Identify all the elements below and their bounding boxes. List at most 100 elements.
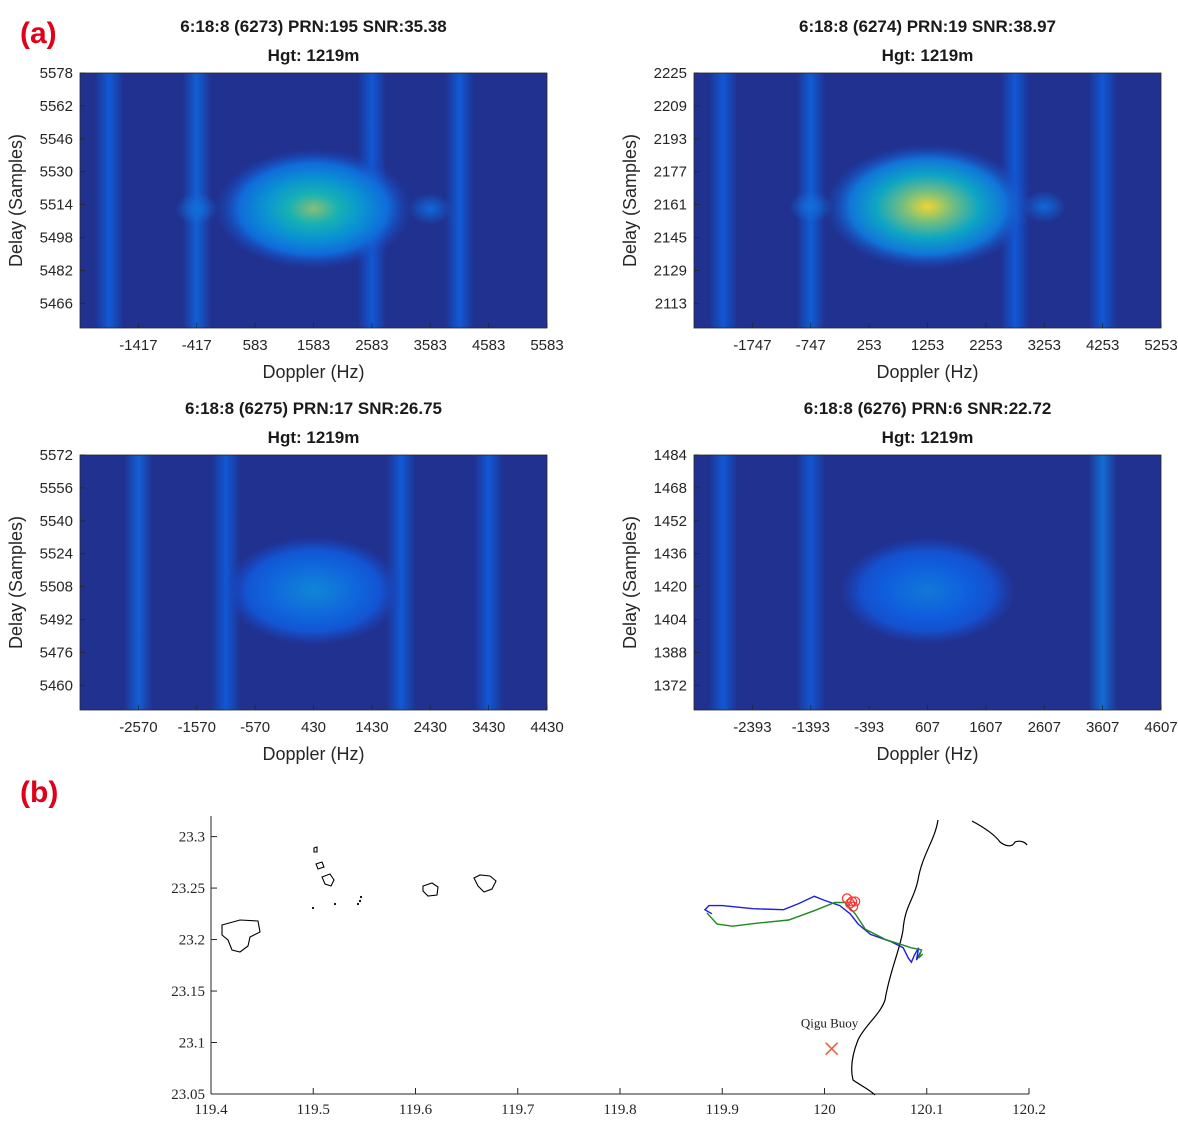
map-x-tick-label: 119.6 [399, 1102, 433, 1118]
island-outline [221, 919, 261, 953]
heatmap-title: 6:18:8 (6273) PRN:195 SNR:35.38 [180, 17, 446, 36]
x-tick-label: 2253 [969, 337, 1002, 354]
x-tick-label: -1417 [119, 337, 157, 354]
y-tick-label: 5460 [40, 677, 73, 694]
x-tick-label: -417 [182, 337, 212, 354]
y-tick-label: 5572 [40, 447, 73, 464]
sidelobe-blob [1022, 190, 1067, 223]
y-axis-label: Delay (Samples) [6, 516, 26, 649]
map-y-tick-label: 23.3 [179, 830, 205, 846]
x-tick-label: 583 [243, 337, 268, 354]
islet-dot [356, 902, 360, 906]
correlation-peak [823, 143, 1032, 271]
x-tick-label: 1607 [969, 719, 1002, 736]
doppler-stripe [796, 455, 826, 710]
y-tick-label: 2209 [654, 98, 687, 115]
x-tick-label: 1253 [911, 337, 944, 354]
buoy-cross-marker [825, 1042, 839, 1056]
x-tick-label: -1570 [178, 719, 216, 736]
x-tick-label: 5253 [1144, 337, 1177, 354]
x-tick-label: 3583 [414, 337, 447, 354]
x-tick-label: 2583 [355, 337, 388, 354]
x-tick-label: 607 [915, 719, 940, 736]
y-tick-label: 5482 [40, 262, 73, 279]
x-tick-label: 2430 [414, 719, 447, 736]
y-tick-label: 1436 [654, 546, 687, 563]
red-circle-marker [848, 901, 859, 912]
x-tick-label: 5583 [530, 337, 563, 354]
y-tick-label: 2225 [654, 65, 687, 82]
blue-track-line [703, 895, 922, 964]
islet-dot [358, 899, 362, 903]
panel-label-b: (b) [20, 776, 58, 809]
y-tick-label: 5466 [40, 295, 73, 312]
map-x-tick-label: 120.2 [1012, 1102, 1046, 1118]
x-tick-label: 3253 [1028, 337, 1061, 354]
heatmap-panel-4: -2393 -1393 -393 607 1607 2607 3607 4607 1484 146… [620, 399, 1178, 764]
map-y-tick-label: 23.25 [171, 881, 205, 897]
doppler-stripe [1088, 455, 1118, 710]
y-tick-label: 5540 [40, 513, 73, 530]
x-tick-label: 4607 [1144, 719, 1177, 736]
heatmap-subtitle: Hgt: 1219m [268, 46, 360, 65]
map-x-tick-label: 119.8 [603, 1102, 636, 1118]
y-tick-label: 5546 [40, 131, 73, 148]
y-tick-label: 2129 [654, 262, 687, 279]
red-circle-marker [844, 898, 856, 909]
x-tick-label: 1583 [297, 337, 330, 354]
coastline [971, 820, 1028, 847]
doppler-stripe [123, 455, 153, 710]
y-tick-label: 1404 [654, 612, 687, 629]
y-tick-label: 2113 [655, 295, 687, 312]
x-axis-label: Doppler (Hz) [876, 744, 978, 764]
map-x-tick-label: 120 [813, 1102, 836, 1118]
x-axis-label: Doppler (Hz) [262, 362, 364, 382]
buoy-annotation: Qigu Buoy [801, 1016, 859, 1031]
map-x-tick-label: 120.1 [910, 1102, 944, 1118]
x-tick-label: 3607 [1086, 719, 1119, 736]
y-tick-label: 5530 [40, 164, 73, 181]
heatmap-title: 6:18:8 (6274) PRN:19 SNR:38.97 [799, 17, 1056, 36]
x-tick-label: -747 [796, 337, 826, 354]
y-tick-label: 5492 [40, 612, 73, 629]
red-circle-marker [847, 896, 858, 907]
x-tick-label: -1393 [792, 719, 830, 736]
y-tick-label: 5514 [40, 197, 73, 214]
y-tick-label: 2145 [654, 230, 687, 247]
sidelobe-blob [408, 192, 453, 225]
correlation-peak [214, 148, 413, 270]
islet-dot [333, 902, 337, 906]
y-tick-label: 2177 [654, 164, 687, 181]
y-tick-label: 1452 [654, 513, 687, 530]
heatmap-plot-area [80, 455, 547, 710]
correlation-peak [839, 536, 1016, 645]
heatmap-plot-area [80, 73, 547, 328]
heatmap-title: 6:18:8 (6275) PRN:17 SNR:26.75 [185, 399, 442, 418]
doppler-stripe [708, 73, 738, 328]
x-tick-label: -2570 [119, 719, 157, 736]
track-map: 119.4 119.5 119.6 119.7 119.8 119.9 120 120.1 12… [171, 816, 1046, 1118]
x-tick-label: 3430 [472, 719, 505, 736]
doppler-stripe [444, 73, 475, 328]
x-tick-label: 253 [857, 337, 882, 354]
y-axis-label: Delay (Samples) [6, 134, 26, 267]
heatmap-subtitle: Hgt: 1219m [882, 428, 974, 447]
y-tick-label: 5578 [40, 65, 73, 82]
x-tick-label: 4253 [1086, 337, 1119, 354]
doppler-stripe [94, 73, 124, 328]
x-tick-label: 1430 [355, 719, 388, 736]
x-tick-label: 430 [301, 719, 326, 736]
panel-label-a: (a) [20, 17, 57, 50]
heatmap-panel-1: -1417 -417 583 1583 2583 3583 4583 5583 5578 5562… [6, 17, 564, 382]
heatmap-subtitle: Hgt: 1219m [268, 428, 360, 447]
y-tick-label: 1420 [654, 579, 687, 596]
y-tick-label: 1468 [654, 480, 687, 497]
y-tick-label: 1372 [654, 677, 687, 694]
island-outline [315, 861, 325, 870]
island-outline [473, 874, 497, 893]
x-axis-label: Doppler (Hz) [262, 744, 364, 764]
x-tick-label: -570 [240, 719, 270, 736]
doppler-stripe [1088, 73, 1118, 328]
y-tick-label: 5524 [40, 546, 73, 563]
